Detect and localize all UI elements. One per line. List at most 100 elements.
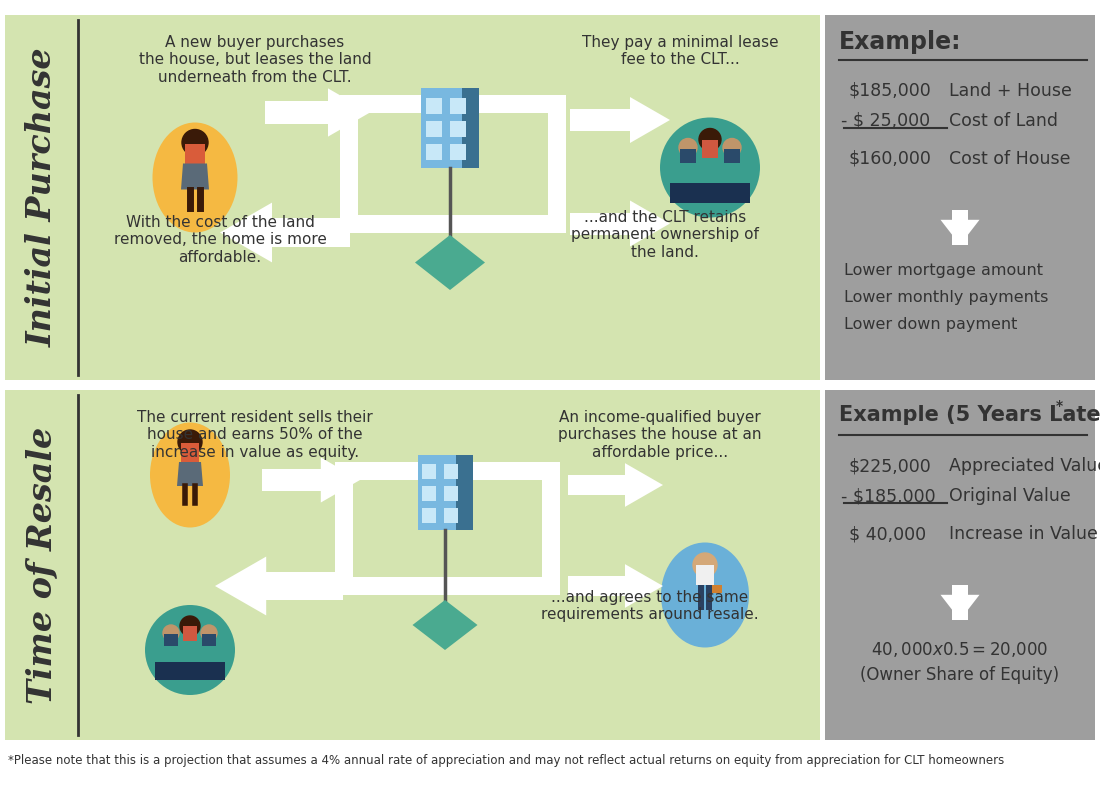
Bar bbox=[421, 508, 436, 523]
Text: Cost of House: Cost of House bbox=[949, 150, 1070, 168]
Bar bbox=[712, 585, 722, 593]
Bar bbox=[450, 144, 466, 160]
Polygon shape bbox=[412, 600, 477, 650]
Bar bbox=[421, 486, 436, 501]
Bar bbox=[336, 462, 353, 595]
Polygon shape bbox=[214, 557, 266, 615]
Bar bbox=[421, 88, 478, 167]
Bar bbox=[702, 140, 718, 157]
Text: $185,000: $185,000 bbox=[849, 82, 932, 100]
Circle shape bbox=[698, 129, 720, 151]
Bar bbox=[426, 97, 442, 114]
Bar bbox=[462, 88, 478, 167]
Bar bbox=[6, 390, 820, 740]
Text: ...and agrees to the same
requirements around resale.: ...and agrees to the same requirements a… bbox=[541, 590, 759, 623]
Bar bbox=[450, 121, 466, 137]
Bar bbox=[265, 101, 328, 124]
Polygon shape bbox=[220, 202, 272, 262]
Circle shape bbox=[723, 138, 741, 156]
Bar bbox=[340, 95, 566, 112]
Text: Time of Resale: Time of Resale bbox=[25, 427, 58, 704]
Polygon shape bbox=[182, 164, 209, 190]
Circle shape bbox=[178, 430, 202, 454]
Ellipse shape bbox=[153, 122, 238, 232]
Text: A new buyer purchases
the house, but leases the land
underneath from the CLT.: A new buyer purchases the house, but lea… bbox=[139, 35, 372, 85]
Ellipse shape bbox=[661, 543, 749, 648]
Text: $160,000: $160,000 bbox=[849, 150, 932, 168]
Bar bbox=[6, 15, 820, 380]
Ellipse shape bbox=[150, 423, 230, 528]
Text: Example (5 Years Later):: Example (5 Years Later): bbox=[839, 405, 1100, 425]
Bar bbox=[570, 213, 630, 235]
Bar bbox=[568, 576, 625, 596]
Text: *: * bbox=[1056, 399, 1063, 413]
Text: ...and the CLT retains
permanent ownership of
the land.: ...and the CLT retains permanent ownersh… bbox=[571, 210, 759, 260]
Circle shape bbox=[180, 616, 200, 636]
Bar bbox=[450, 97, 466, 114]
Bar bbox=[266, 572, 343, 600]
Bar bbox=[164, 634, 178, 646]
Bar bbox=[706, 585, 712, 610]
Text: $40,000 x 0.5 = $20,000: $40,000 x 0.5 = $20,000 bbox=[871, 640, 1048, 659]
Polygon shape bbox=[415, 235, 485, 290]
Polygon shape bbox=[328, 88, 370, 137]
Bar bbox=[336, 577, 560, 595]
Text: $225,000: $225,000 bbox=[849, 457, 932, 475]
Polygon shape bbox=[177, 462, 204, 486]
Bar bbox=[443, 464, 458, 479]
Bar bbox=[696, 565, 714, 585]
Text: Initial Purchase: Initial Purchase bbox=[25, 47, 58, 348]
Polygon shape bbox=[630, 97, 670, 143]
Text: *Please note that this is a projection that assumes a 4% annual rate of apprecia: *Please note that this is a projection t… bbox=[8, 754, 1004, 767]
Bar bbox=[418, 455, 473, 530]
Polygon shape bbox=[625, 463, 663, 507]
Bar bbox=[185, 144, 205, 164]
Bar bbox=[674, 165, 746, 186]
Bar bbox=[182, 443, 199, 462]
Bar bbox=[421, 464, 436, 479]
Circle shape bbox=[182, 130, 208, 156]
Text: Original Value: Original Value bbox=[949, 487, 1070, 505]
Bar bbox=[825, 390, 1094, 740]
Bar bbox=[548, 95, 566, 232]
Circle shape bbox=[201, 625, 217, 641]
Text: An income-qualified buyer
purchases the house at an
affordable price...: An income-qualified buyer purchases the … bbox=[558, 410, 761, 460]
Bar bbox=[426, 144, 442, 160]
Bar bbox=[340, 95, 358, 232]
Text: Lower mortgage amount: Lower mortgage amount bbox=[844, 263, 1043, 278]
Ellipse shape bbox=[145, 605, 235, 695]
Text: Lower down payment: Lower down payment bbox=[844, 317, 1018, 332]
Polygon shape bbox=[630, 201, 670, 246]
Text: With the cost of the land
removed, the home is more
affordable.: With the cost of the land removed, the h… bbox=[113, 215, 327, 265]
Text: Example:: Example: bbox=[839, 30, 961, 54]
Bar bbox=[443, 508, 458, 523]
Bar bbox=[568, 475, 625, 495]
Bar bbox=[336, 462, 560, 480]
Circle shape bbox=[163, 625, 179, 641]
Text: - $ 25,000: - $ 25,000 bbox=[842, 112, 931, 130]
Circle shape bbox=[693, 553, 717, 577]
Bar bbox=[825, 15, 1094, 380]
Bar bbox=[183, 626, 197, 641]
Bar bbox=[952, 585, 968, 620]
Bar bbox=[340, 215, 566, 232]
Bar bbox=[952, 210, 968, 245]
Bar bbox=[426, 121, 442, 137]
Bar bbox=[158, 648, 222, 664]
Bar bbox=[202, 634, 216, 646]
Bar bbox=[443, 486, 458, 501]
Text: Land + House: Land + House bbox=[949, 82, 1071, 100]
Text: Cost of Land: Cost of Land bbox=[949, 112, 1058, 130]
Text: (Owner Share of Equity): (Owner Share of Equity) bbox=[860, 666, 1059, 684]
Bar bbox=[155, 662, 226, 680]
Ellipse shape bbox=[660, 118, 760, 217]
Bar bbox=[670, 182, 750, 202]
Text: Increase in Value: Increase in Value bbox=[949, 525, 1098, 543]
Bar bbox=[456, 455, 473, 530]
Polygon shape bbox=[940, 595, 979, 620]
Polygon shape bbox=[625, 564, 663, 608]
Bar bbox=[262, 469, 321, 491]
Bar bbox=[542, 462, 560, 595]
Text: They pay a minimal lease
fee to the CLT...: They pay a minimal lease fee to the CLT.… bbox=[582, 35, 779, 67]
Circle shape bbox=[679, 138, 697, 156]
